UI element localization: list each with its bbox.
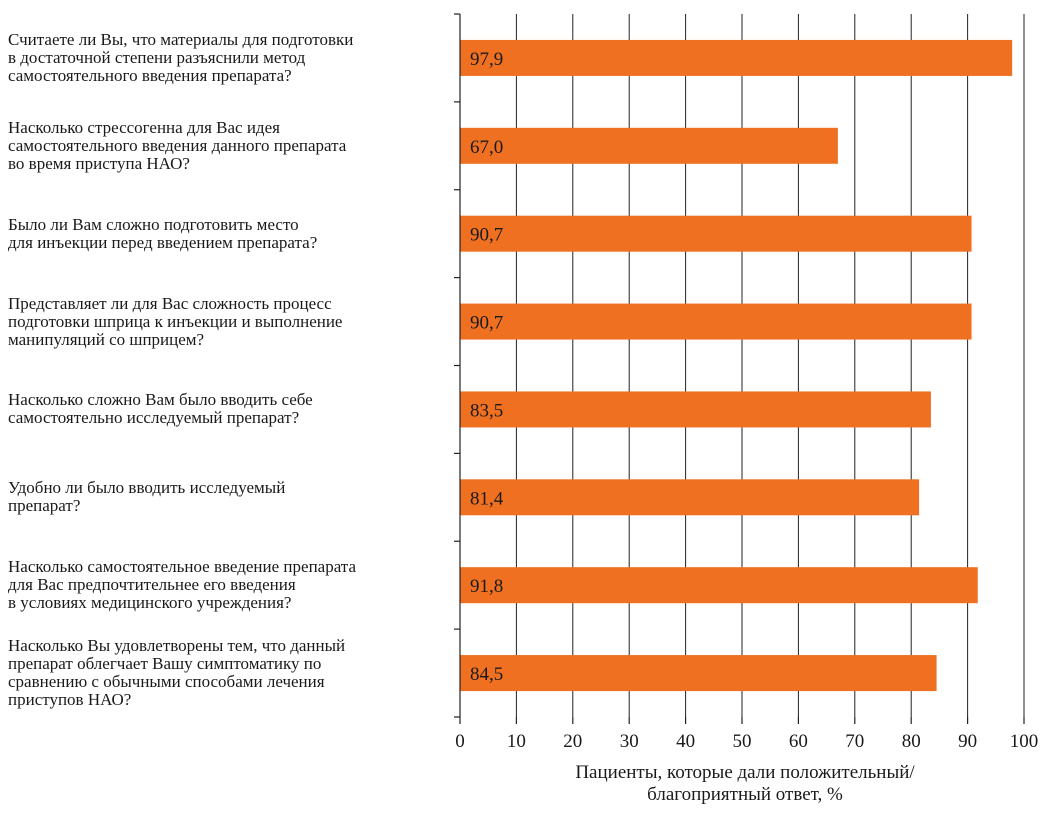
category-label: Насколько самостоятельное введение препа…: [8, 557, 356, 613]
bar: [460, 39, 1013, 76]
x-tick-label: 40: [676, 731, 695, 752]
category-label: Насколько Вы удовлетворены тем, что данн…: [8, 636, 346, 710]
category-label: Было ли Вам сложно подготовить место для…: [8, 214, 318, 252]
data-label: 90,7: [470, 313, 503, 334]
x-tick-label: 80: [902, 731, 921, 752]
x-tick-label: 70: [845, 731, 864, 752]
x-tick-label: 100: [1010, 731, 1039, 752]
category-label: Представляет ли для Вас сложность процес…: [8, 293, 343, 349]
bar: [460, 479, 920, 516]
data-label: 91,8: [470, 576, 503, 597]
bar: [460, 127, 838, 164]
x-tick-label: 90: [958, 731, 977, 752]
category-label: Насколько стрессогенна для Вас идея само…: [8, 117, 347, 173]
bar: [460, 303, 972, 340]
x-tick-label: 50: [733, 731, 752, 752]
bar: [460, 391, 931, 428]
data-label: 83,5: [470, 400, 503, 421]
data-label: 81,4: [470, 488, 504, 509]
x-tick-label: 0: [455, 731, 465, 752]
data-label: 84,5: [470, 664, 503, 685]
bar: [460, 567, 978, 604]
bar: [460, 655, 937, 692]
x-tick-label: 20: [563, 731, 582, 752]
category-label: Насколько сложно Вам было вводить себе с…: [8, 390, 313, 428]
x-tick-label: 10: [507, 731, 526, 752]
bar: [460, 215, 972, 252]
category-label: Удобно ли было вводить исследуемый препа…: [8, 478, 286, 516]
data-label: 97,9: [470, 49, 503, 70]
data-label: 67,0: [470, 137, 503, 158]
x-tick-label: 30: [620, 731, 639, 752]
x-axis-label: Пациенты, которые дали положительный/ бл…: [575, 762, 915, 805]
data-label: 90,7: [470, 225, 503, 246]
x-tick-label: 60: [789, 731, 808, 752]
category-label: Считаете ли Вы, что материалы для подгот…: [8, 29, 354, 85]
